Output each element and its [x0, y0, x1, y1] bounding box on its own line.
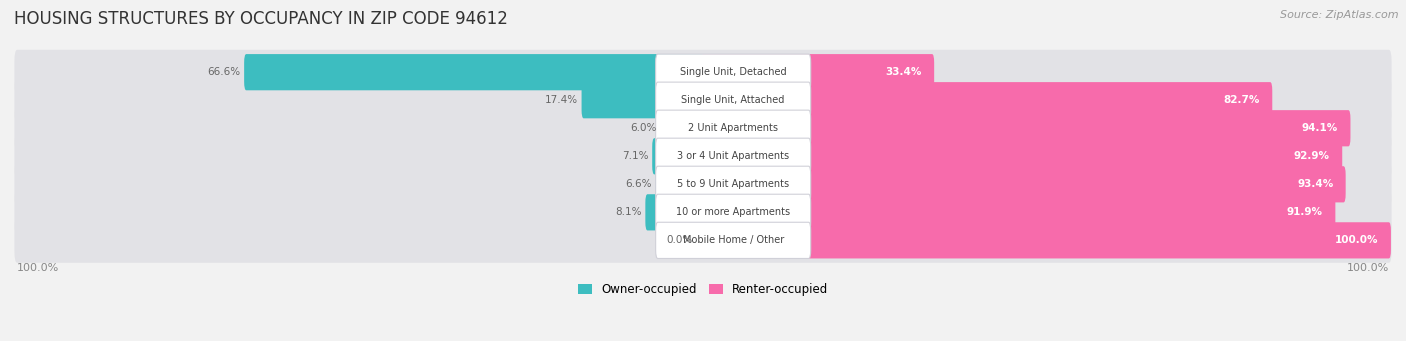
Text: Single Unit, Attached: Single Unit, Attached	[682, 95, 785, 105]
FancyBboxPatch shape	[582, 82, 704, 118]
FancyBboxPatch shape	[655, 166, 704, 203]
Text: 5 to 9 Unit Apartments: 5 to 9 Unit Apartments	[678, 179, 789, 189]
Text: Source: ZipAtlas.com: Source: ZipAtlas.com	[1281, 10, 1399, 20]
FancyBboxPatch shape	[702, 110, 1350, 146]
FancyBboxPatch shape	[14, 190, 1392, 235]
Text: 17.4%: 17.4%	[546, 95, 578, 105]
Text: 2 Unit Apartments: 2 Unit Apartments	[688, 123, 778, 133]
FancyBboxPatch shape	[702, 222, 1391, 258]
Text: 0.0%: 0.0%	[666, 235, 693, 246]
Text: 92.9%: 92.9%	[1294, 151, 1330, 161]
FancyBboxPatch shape	[655, 166, 811, 203]
FancyBboxPatch shape	[655, 54, 811, 90]
FancyBboxPatch shape	[702, 166, 1346, 203]
Text: 7.1%: 7.1%	[623, 151, 648, 161]
FancyBboxPatch shape	[655, 82, 811, 118]
FancyBboxPatch shape	[645, 194, 704, 231]
Text: 8.1%: 8.1%	[616, 207, 643, 217]
Text: 33.4%: 33.4%	[886, 67, 922, 77]
FancyBboxPatch shape	[655, 110, 811, 146]
FancyBboxPatch shape	[14, 50, 1392, 94]
Text: Single Unit, Detached: Single Unit, Detached	[681, 67, 786, 77]
FancyBboxPatch shape	[659, 110, 704, 146]
Text: 10 or more Apartments: 10 or more Apartments	[676, 207, 790, 217]
Text: 82.7%: 82.7%	[1223, 95, 1260, 105]
FancyBboxPatch shape	[14, 134, 1392, 179]
Text: 93.4%: 93.4%	[1296, 179, 1333, 189]
Text: 91.9%: 91.9%	[1286, 207, 1323, 217]
FancyBboxPatch shape	[245, 54, 704, 90]
Text: 6.0%: 6.0%	[630, 123, 657, 133]
FancyBboxPatch shape	[702, 82, 1272, 118]
Text: HOUSING STRUCTURES BY OCCUPANCY IN ZIP CODE 94612: HOUSING STRUCTURES BY OCCUPANCY IN ZIP C…	[14, 10, 508, 28]
FancyBboxPatch shape	[14, 162, 1392, 207]
FancyBboxPatch shape	[702, 138, 1343, 174]
Text: 6.6%: 6.6%	[626, 179, 652, 189]
Text: 100.0%: 100.0%	[17, 263, 59, 273]
FancyBboxPatch shape	[14, 218, 1392, 263]
FancyBboxPatch shape	[14, 78, 1392, 123]
Text: 94.1%: 94.1%	[1302, 123, 1339, 133]
FancyBboxPatch shape	[655, 222, 811, 258]
FancyBboxPatch shape	[655, 138, 811, 174]
Text: 66.6%: 66.6%	[208, 67, 240, 77]
FancyBboxPatch shape	[702, 194, 1336, 231]
Text: 100.0%: 100.0%	[1336, 235, 1378, 246]
Text: Mobile Home / Other: Mobile Home / Other	[682, 235, 783, 246]
FancyBboxPatch shape	[702, 54, 934, 90]
Text: 100.0%: 100.0%	[1347, 263, 1389, 273]
FancyBboxPatch shape	[655, 194, 811, 231]
Text: 3 or 4 Unit Apartments: 3 or 4 Unit Apartments	[678, 151, 789, 161]
Legend: Owner-occupied, Renter-occupied: Owner-occupied, Renter-occupied	[578, 283, 828, 296]
FancyBboxPatch shape	[14, 106, 1392, 151]
FancyBboxPatch shape	[652, 138, 704, 174]
